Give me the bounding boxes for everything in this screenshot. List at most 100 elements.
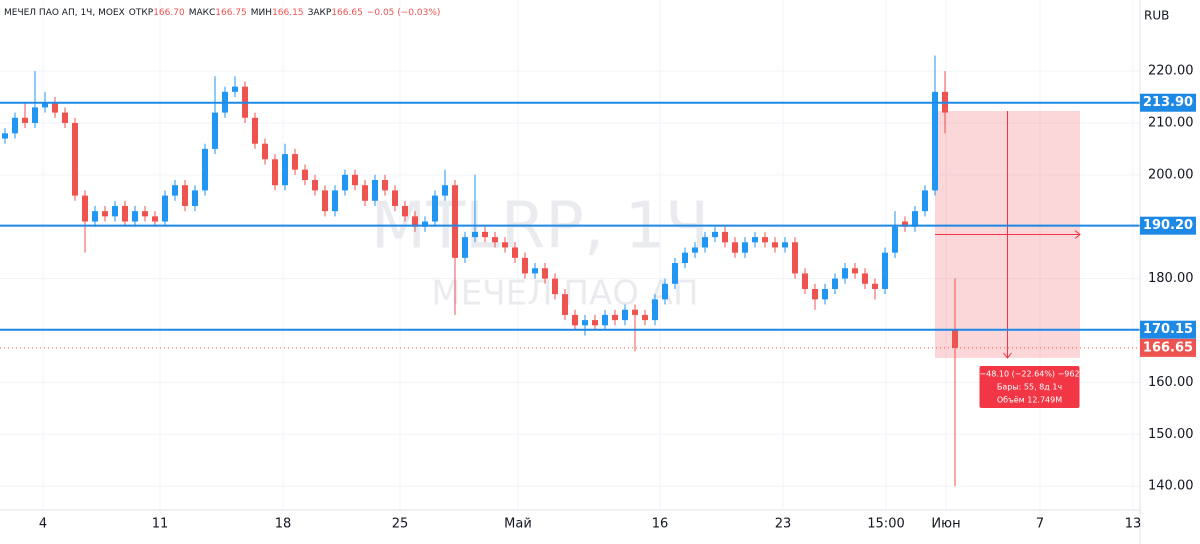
candle-body	[832, 278, 838, 289]
candle-body	[142, 211, 148, 217]
currency: RUB	[1144, 9, 1169, 23]
candle-body	[582, 320, 588, 326]
header-value: 166.15	[272, 8, 304, 18]
candle-body	[652, 299, 658, 321]
candle-body	[562, 294, 568, 315]
candle-body	[632, 309, 638, 315]
x-tick-label: 15:00	[867, 517, 904, 532]
candle-body	[712, 231, 718, 238]
candle-body	[752, 237, 758, 243]
level-tag	[1140, 93, 1196, 112]
x-tick-label: 23	[775, 517, 792, 532]
candle-body	[882, 252, 888, 289]
candle-body	[902, 221, 908, 227]
candle-body	[412, 216, 418, 227]
candle-body	[302, 169, 308, 181]
last-price-tag	[1140, 338, 1196, 357]
candle-body	[402, 205, 408, 217]
header-value: 166.70	[153, 8, 185, 18]
header-label: ОТКР	[129, 8, 154, 18]
candle-body	[922, 190, 928, 212]
candle-body	[42, 102, 48, 108]
candle-body	[322, 190, 328, 212]
candle-body	[692, 247, 698, 253]
candle-body	[502, 242, 508, 248]
header-label: МАКС	[189, 8, 216, 18]
candle-body	[592, 320, 598, 326]
candle-body	[872, 283, 878, 289]
candle-body	[32, 107, 38, 123]
candle-body	[342, 174, 348, 191]
y-tick-label: 210.00	[1148, 115, 1194, 130]
candle-body	[422, 221, 428, 227]
candle-body	[732, 242, 738, 253]
candle-body	[112, 205, 118, 217]
candle-body	[62, 112, 68, 123]
candle-body	[282, 154, 288, 186]
candle-body	[932, 91, 938, 191]
level-label: 190.20	[1143, 218, 1193, 233]
candle-body	[952, 330, 958, 348]
candle-body	[82, 195, 88, 222]
candle-body	[612, 314, 618, 321]
candle-body	[272, 159, 278, 186]
candle-body	[312, 180, 318, 191]
candle-body	[622, 309, 628, 321]
candle-body	[512, 247, 518, 258]
x-tick-label: 11	[152, 517, 169, 532]
candle-body	[172, 185, 178, 196]
candle-body	[292, 154, 298, 170]
candle-body	[792, 242, 798, 274]
x-tick-label: 16	[652, 517, 669, 532]
candle-body	[682, 252, 688, 264]
candle-body	[672, 263, 678, 284]
plot	[0, 55, 1140, 487]
x-tick-label: 25	[392, 517, 409, 532]
candle-body	[822, 288, 828, 300]
candle-body	[202, 148, 208, 191]
candle-body	[232, 86, 238, 92]
candle-body	[102, 211, 108, 217]
y-tick-label: 200.00	[1148, 167, 1194, 182]
candle-body	[2, 133, 8, 139]
header-value: 166.75	[215, 8, 247, 18]
candle-body	[12, 117, 18, 134]
level-label: 170.15	[1143, 322, 1193, 337]
measure-text: Бары: 55, 8д 1ч	[997, 382, 1062, 391]
candle-body	[742, 242, 748, 253]
candle-body	[602, 314, 608, 326]
header-value: 166.65	[331, 8, 363, 18]
candle-body	[192, 190, 198, 206]
x-tick-label: 13	[1125, 517, 1142, 532]
y-tick-label: 150.00	[1148, 427, 1194, 442]
candle-body	[522, 257, 528, 274]
candle-body	[372, 180, 378, 201]
level-label: 213.90	[1143, 95, 1193, 110]
grid	[0, 0, 1140, 510]
header: МЕЧЕЛ ПАО АП, 1Ч, MOEX ОТКР166.70 МАКС166.…	[4, 8, 440, 18]
candle-body	[782, 242, 788, 248]
level-tag	[1140, 216, 1196, 235]
candle-body	[212, 112, 218, 149]
candle-body	[532, 268, 538, 274]
candle-body	[862, 273, 868, 284]
candle-body	[572, 314, 578, 326]
header-label: ЗАКР	[308, 8, 332, 18]
candle-body	[22, 117, 28, 123]
candle-body	[332, 190, 338, 212]
measure-arrowhead	[1003, 352, 1012, 359]
candle-body	[442, 185, 448, 196]
last-price-label: 166.65	[1143, 340, 1193, 355]
x-tick-label: 7	[1036, 517, 1044, 532]
header-label: МИН	[251, 8, 272, 18]
candle-body	[842, 268, 848, 279]
candle-body	[772, 242, 778, 248]
candle-body	[52, 102, 58, 113]
candle-body	[452, 185, 458, 258]
candle-body	[162, 195, 168, 222]
candle-body	[722, 231, 728, 243]
y-tick-label: 140.00	[1148, 479, 1194, 494]
candle-body	[812, 288, 818, 300]
candle-body	[92, 211, 98, 222]
